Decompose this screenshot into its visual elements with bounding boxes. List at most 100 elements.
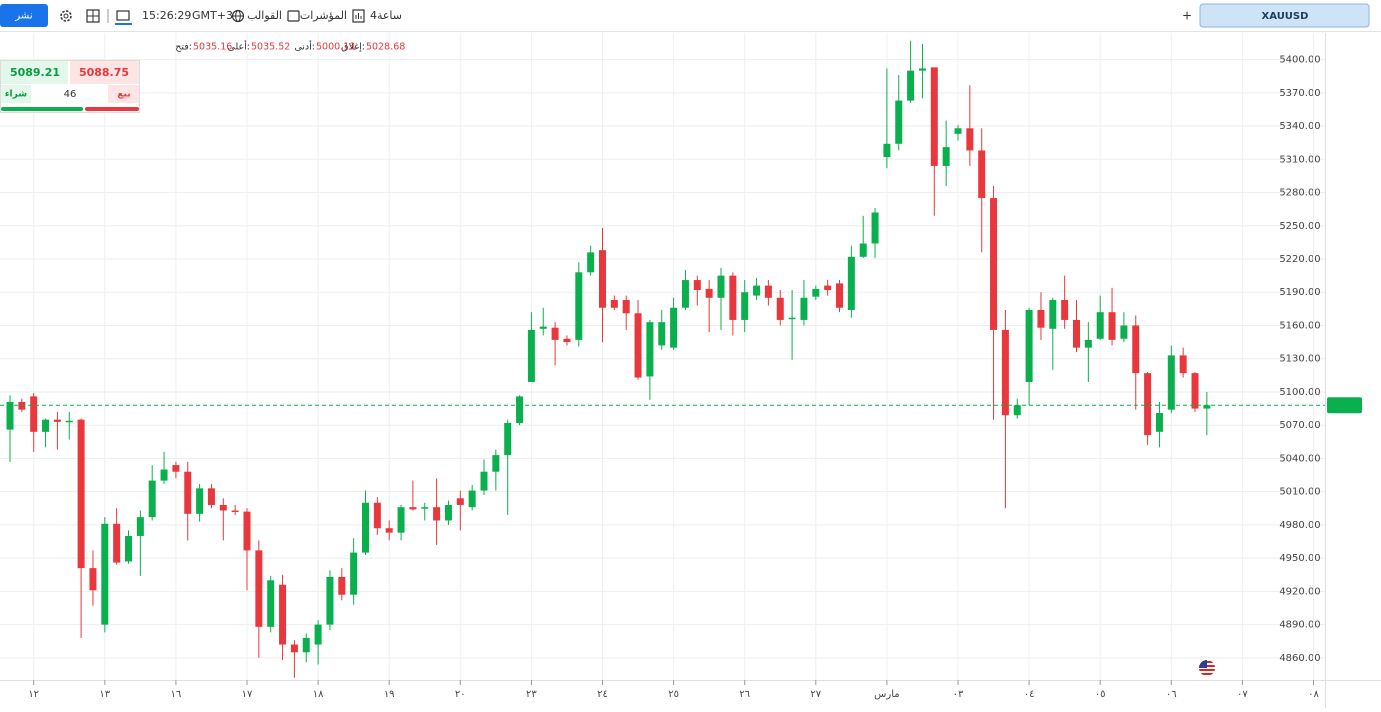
candle-body bbox=[148, 480, 156, 518]
ohlc-label: إغلاق: bbox=[341, 42, 365, 53]
candle-body bbox=[255, 550, 263, 627]
candle-body bbox=[610, 299, 618, 308]
buy-cell[interactable] bbox=[1, 61, 68, 84]
candle-body bbox=[1084, 339, 1092, 348]
candle-body bbox=[753, 285, 761, 296]
candle-body bbox=[30, 396, 38, 432]
x-tick-label: ١٧ bbox=[242, 689, 253, 700]
symbol-tab[interactable] bbox=[1199, 3, 1370, 28]
candle-body bbox=[113, 523, 121, 563]
candle-body bbox=[800, 297, 808, 320]
indicators-button[interactable]: المؤشرات bbox=[300, 9, 347, 22]
candle-body bbox=[658, 322, 666, 346]
x-tick-label: ٢٤ bbox=[597, 689, 608, 700]
buy-button[interactable] bbox=[1, 85, 31, 103]
candle-body bbox=[456, 498, 464, 505]
x-tick-label: ١٨ bbox=[313, 689, 324, 700]
sell-label: بيع bbox=[117, 90, 130, 100]
candle-body bbox=[918, 68, 926, 71]
candle-body bbox=[978, 150, 986, 199]
candle-body bbox=[1061, 299, 1069, 320]
candle-body bbox=[468, 490, 476, 508]
y-tick-label: 4950.00 bbox=[1279, 553, 1320, 564]
settings-icon[interactable] bbox=[60, 10, 72, 22]
candle-body bbox=[824, 285, 832, 291]
candle-body bbox=[883, 143, 891, 158]
flag-icon bbox=[1199, 660, 1215, 676]
y-tick-label: 5220.00 bbox=[1279, 254, 1320, 265]
candle-body bbox=[859, 243, 867, 257]
candle-body bbox=[196, 488, 204, 514]
add-tab[interactable]: + bbox=[1182, 9, 1192, 23]
candle-body bbox=[693, 280, 701, 291]
sell-cell[interactable] bbox=[70, 61, 139, 84]
candle-body bbox=[1049, 299, 1057, 329]
candle-body bbox=[681, 280, 689, 308]
candle-body bbox=[243, 511, 251, 551]
candle-body bbox=[1073, 319, 1080, 348]
sell-button[interactable] bbox=[108, 85, 139, 103]
candle-body bbox=[421, 507, 429, 509]
timezone[interactable]: GMT+3 bbox=[192, 9, 233, 22]
candle-body bbox=[184, 471, 192, 514]
candle-body bbox=[125, 535, 132, 562]
candle-body bbox=[42, 419, 50, 432]
templates-icon bbox=[287, 10, 300, 22]
ohlc-value: 5028.68 bbox=[366, 42, 405, 53]
candle-body bbox=[966, 128, 974, 151]
candle-body bbox=[77, 419, 85, 569]
candle-body bbox=[847, 256, 855, 310]
quantity[interactable]: 46 bbox=[64, 89, 77, 100]
candle-body bbox=[895, 100, 903, 144]
candle-body bbox=[776, 297, 784, 320]
candle-body bbox=[1037, 309, 1045, 328]
interval-button[interactable]: 4ساعة bbox=[370, 9, 402, 22]
candle-body bbox=[954, 128, 962, 134]
y-tick-label: 5280.00 bbox=[1279, 188, 1320, 199]
candle-body bbox=[290, 644, 298, 653]
layout-icon[interactable] bbox=[86, 9, 100, 23]
x-tick-label: ٠٥ bbox=[1095, 689, 1106, 700]
clock: 15:26:29 bbox=[142, 9, 191, 22]
x-tick-label: ١٩ bbox=[384, 689, 395, 700]
candle-body bbox=[302, 637, 310, 653]
candle-body bbox=[1001, 329, 1009, 416]
candle-body bbox=[326, 576, 334, 625]
candle-body bbox=[89, 568, 97, 591]
candle-body bbox=[942, 147, 950, 166]
templates-button[interactable]: القوالب bbox=[247, 9, 282, 22]
candle-body bbox=[267, 580, 275, 627]
x-tick-label: ١٦ bbox=[171, 689, 182, 700]
y-tick-label: 5010.00 bbox=[1279, 487, 1320, 498]
candle-body bbox=[362, 502, 369, 553]
candle-body bbox=[741, 292, 749, 320]
buy-price: 5089.21 bbox=[10, 66, 60, 79]
x-tick-label: مارس bbox=[874, 689, 899, 700]
candle-body bbox=[717, 275, 725, 298]
candle-body bbox=[563, 338, 571, 343]
candle-body bbox=[705, 288, 713, 298]
candle-body bbox=[990, 198, 998, 330]
candle-body bbox=[1167, 355, 1175, 410]
candle-body bbox=[219, 504, 227, 511]
chart-type-icon[interactable] bbox=[115, 10, 132, 25]
x-tick-label: ٠٣ bbox=[953, 689, 964, 700]
candle-body bbox=[1108, 312, 1116, 340]
ohlc-label: أدنى: bbox=[294, 40, 315, 53]
candle-body bbox=[172, 465, 180, 472]
x-tick-label: ٠٧ bbox=[1237, 689, 1248, 700]
candle-body bbox=[65, 420, 73, 423]
sell-price: 5088.75 bbox=[79, 66, 129, 79]
candle-body bbox=[587, 252, 595, 273]
candle-body bbox=[670, 307, 678, 348]
buy-label: شراء bbox=[5, 90, 27, 100]
candle-body bbox=[812, 288, 820, 297]
ohlc-value: 5000.13 bbox=[316, 42, 355, 53]
publish-button[interactable] bbox=[0, 4, 48, 27]
candle-body bbox=[101, 523, 109, 625]
x-tick-label: ٢٧ bbox=[810, 689, 821, 700]
candle-body bbox=[1096, 312, 1104, 339]
x-tick-label: ٢٥ bbox=[668, 689, 679, 700]
